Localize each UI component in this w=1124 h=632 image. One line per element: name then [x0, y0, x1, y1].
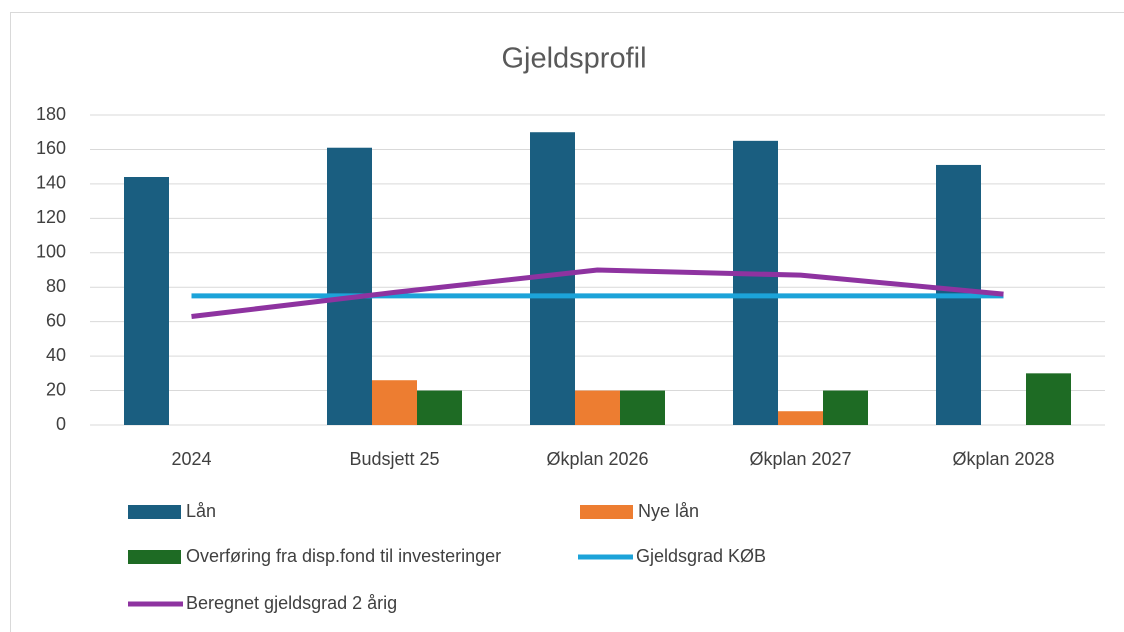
x-tick-label: 2024 — [171, 449, 211, 469]
bar — [417, 390, 462, 425]
bar — [733, 140, 778, 426]
x-tick-label: Økplan 2028 — [952, 449, 1054, 469]
y-tick-label: 120 — [36, 207, 66, 227]
y-tick-label: 0 — [56, 414, 66, 434]
bar — [124, 177, 169, 425]
legend-swatch — [128, 505, 181, 519]
chart-title: Gjeldsprofil — [501, 43, 646, 75]
y-tick-label: 180 — [36, 104, 66, 124]
bar — [620, 390, 665, 425]
legend-label: Beregnet gjeldsgrad 2 årig — [186, 593, 397, 613]
bar — [327, 147, 372, 425]
legend-swatch — [580, 505, 633, 519]
x-tick-label: Økplan 2026 — [546, 449, 648, 469]
y-tick-label: 160 — [36, 138, 66, 158]
y-tick-label: 140 — [36, 173, 66, 193]
y-tick-label: 100 — [36, 242, 66, 262]
legend-label: Overføring fra disp.fond til investering… — [186, 546, 501, 566]
legend-swatch — [128, 550, 181, 564]
y-tick-label: 40 — [46, 345, 66, 365]
bar — [778, 411, 823, 425]
bar — [575, 390, 620, 425]
legend-label: Gjeldsgrad KØB — [636, 546, 766, 566]
y-tick-label: 60 — [46, 310, 66, 330]
bar — [1026, 373, 1071, 425]
y-tick-label: 80 — [46, 276, 66, 296]
x-tick-label: Økplan 2027 — [749, 449, 851, 469]
legend-label: Nye lån — [638, 501, 699, 521]
bar — [823, 390, 868, 425]
y-tick-label: 20 — [46, 379, 66, 399]
bar — [372, 380, 417, 425]
x-tick-label: Budsjett 25 — [349, 449, 439, 469]
line-series — [191, 267, 1004, 319]
legend-label: Lån — [186, 501, 216, 521]
